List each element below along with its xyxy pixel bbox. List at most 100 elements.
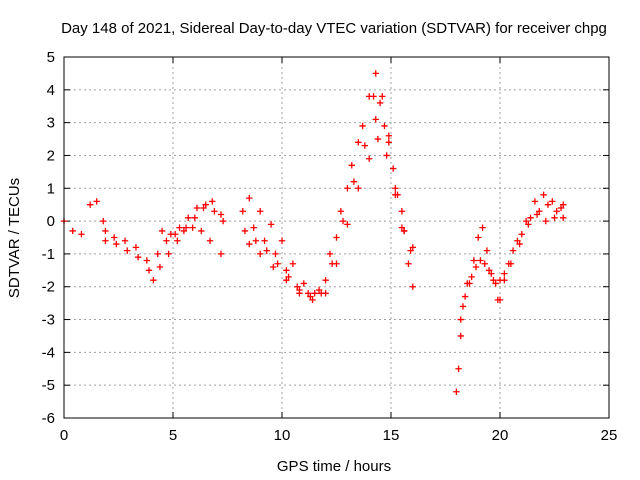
- data-point: [461, 293, 469, 300]
- data-point: [560, 201, 567, 208]
- data-point: [154, 250, 161, 258]
- x-tick-label: 5: [169, 427, 177, 444]
- data-point: [307, 293, 314, 300]
- data-point: [389, 165, 397, 172]
- data-point: [553, 208, 560, 215]
- data-point: [102, 237, 109, 244]
- data-point: [113, 240, 120, 248]
- data-series: [102, 198, 225, 284]
- data-point: [339, 217, 347, 225]
- data-point: [479, 224, 486, 231]
- data-point: [132, 244, 140, 251]
- data-point: [383, 152, 390, 159]
- data-point: [193, 204, 201, 212]
- data-point: [481, 260, 488, 267]
- data-point: [309, 296, 316, 304]
- x-tick-label: 25: [601, 427, 618, 444]
- data-series: [501, 201, 567, 277]
- data-point: [483, 247, 491, 254]
- data-point: [165, 250, 172, 258]
- data-point: [514, 237, 521, 244]
- data-point: [372, 116, 379, 123]
- data-marks: [60, 70, 567, 395]
- data-point: [527, 214, 534, 222]
- data-point: [516, 240, 523, 248]
- data-point: [359, 122, 366, 130]
- data-point: [501, 270, 508, 277]
- data-point: [468, 273, 475, 281]
- data-point: [219, 217, 227, 225]
- data-series: [239, 93, 416, 297]
- data-point: [270, 263, 277, 271]
- data-series: [102, 224, 225, 274]
- data-point: [333, 260, 340, 267]
- data-point: [300, 280, 307, 287]
- y-tick-label: -6: [42, 410, 55, 427]
- data-point: [163, 237, 170, 244]
- data-point: [143, 257, 151, 264]
- data-point: [156, 263, 164, 271]
- data-series: [60, 198, 107, 238]
- data-point: [344, 185, 351, 192]
- data-point: [134, 253, 142, 261]
- data-point: [361, 142, 369, 149]
- data-point: [560, 214, 567, 222]
- data-point: [272, 250, 279, 258]
- axis-ticks: 0 5 10 15 20 25 -6 -5 -4 -3 -2 -1 0 1 2 3 4 5: [42, 49, 618, 444]
- data-point: [100, 217, 107, 225]
- data-point: [257, 250, 264, 258]
- data-point: [549, 198, 556, 205]
- data-point: [274, 260, 281, 267]
- data-point: [180, 227, 188, 235]
- data-series: [457, 224, 508, 323]
- data-point: [509, 247, 517, 254]
- y-tick-label: -2: [42, 279, 55, 296]
- data-point: [185, 214, 192, 222]
- data-point: [250, 224, 257, 231]
- y-tick-label: 2: [47, 147, 55, 164]
- data-point: [398, 208, 406, 215]
- data-point: [496, 276, 504, 284]
- data-point: [200, 204, 207, 212]
- data-point: [267, 221, 275, 228]
- data-point: [453, 388, 460, 395]
- data-point: [191, 214, 198, 222]
- data-point: [370, 93, 377, 100]
- data-point: [551, 214, 558, 222]
- data-series: [246, 135, 408, 304]
- data-point: [407, 247, 414, 254]
- data-point: [542, 217, 549, 225]
- data-point: [322, 276, 329, 284]
- data-point: [296, 290, 303, 297]
- data-point: [385, 132, 393, 139]
- data-point: [278, 237, 286, 244]
- y-tick-label: 0: [47, 213, 55, 230]
- data-point: [241, 227, 249, 235]
- data-point: [145, 267, 153, 274]
- data-series: [453, 257, 502, 395]
- data-point: [261, 237, 268, 244]
- x-tick-label: 20: [492, 427, 509, 444]
- data-point: [326, 250, 334, 258]
- data-point: [381, 122, 388, 130]
- plot-frame: [63, 56, 610, 419]
- data-point: [405, 260, 412, 267]
- y-tick-label: 5: [47, 49, 55, 66]
- data-point: [102, 227, 109, 235]
- data-point: [158, 227, 166, 235]
- data-point: [488, 270, 495, 277]
- data-point: [209, 198, 216, 205]
- data-point: [348, 162, 355, 169]
- y-tick-label: -5: [42, 377, 55, 394]
- data-point: [355, 139, 362, 146]
- data-point: [182, 224, 190, 231]
- x-tick-label: 10: [274, 427, 291, 444]
- y-tick-label: -4: [42, 344, 55, 361]
- data-point: [379, 93, 386, 100]
- data-series: [507, 201, 567, 267]
- data-point: [485, 267, 493, 274]
- data-point: [110, 234, 118, 241]
- data-point: [217, 250, 225, 258]
- data-point: [257, 208, 264, 215]
- data-point: [492, 280, 499, 287]
